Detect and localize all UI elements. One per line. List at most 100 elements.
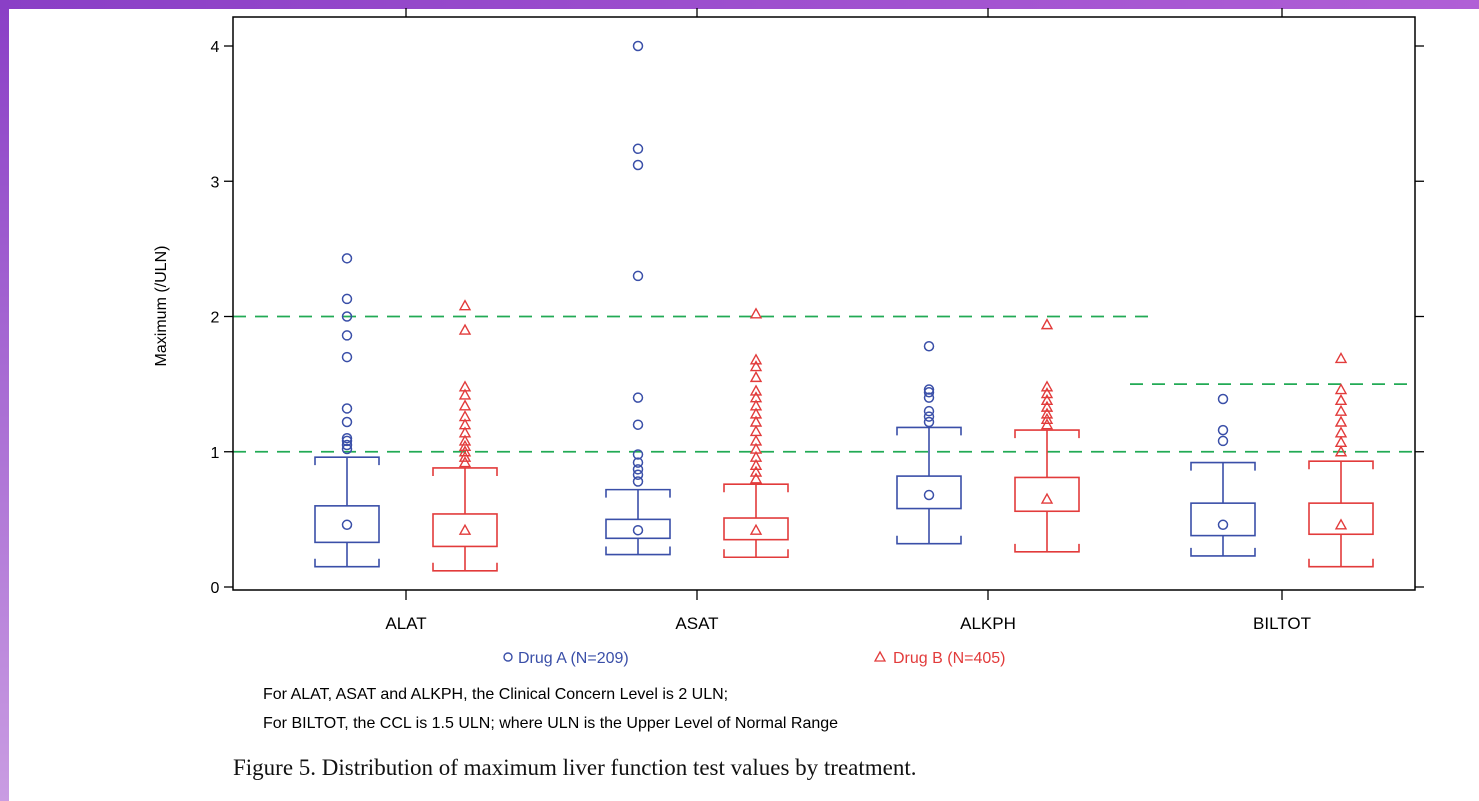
outlier-point-drug-b-biltot [1334,383,1348,395]
outlier-point-drug-b-biltot [1334,404,1348,416]
outlier-point-drug-a-alkph [923,386,935,398]
x-tick-label-biltot: BILTOT [1253,614,1311,633]
outlier-point-drug-b-asat [749,353,763,365]
legend-marker-drug-b [873,650,887,662]
box-plots [314,40,1374,572]
median-marker-drug-b-alkph [1040,492,1054,504]
median-marker-drug-b-asat [749,523,763,535]
box-body-drug-a-alat [314,505,380,544]
outlier-point-drug-b-alat [458,445,472,457]
outlier-point-drug-a-alat [341,253,353,264]
box-drug-b-asat [723,307,789,559]
outlier-point-drug-a-alat [341,432,353,444]
outlier-point-drug-a-biltot [1217,393,1229,405]
outlier-point-drug-a-alkph [923,411,935,422]
outlier-point-drug-b-alkph [1040,418,1054,430]
outlier-point-drug-b-alkph [1040,407,1054,419]
outlier-point-drug-b-alkph [1040,318,1054,330]
outlier-point-drug-b-asat [749,415,763,427]
median-marker-drug-a-alat [341,519,353,531]
whisker-cap-upper-drug-a-alat [314,456,380,466]
legend-marker-drug-a [503,652,513,662]
x-tick-label-alkph: ALKPH [960,614,1016,633]
legend: Drug A (N=209) Drug B (N=405) [503,650,1006,667]
outlier-point-drug-b-alat [458,426,472,438]
outlier-point-drug-b-biltot [1334,435,1348,447]
whisker-cap-upper-drug-a-asat [605,488,671,498]
median-marker-drug-a-asat [632,524,644,536]
outlier-point-drug-b-asat [749,391,763,403]
outlier-point-drug-a-asat [632,457,644,468]
outlier-point-drug-a-alkph [923,392,935,403]
outlier-point-drug-a-asat [632,159,644,171]
outlier-point-drug-b-asat [749,370,763,383]
outlier-point-drug-a-alat [341,351,353,363]
outlier-point-drug-a-alkph [923,405,935,417]
box-drug-a-alat [314,253,380,568]
outlier-point-drug-b-biltot [1334,393,1348,406]
outlier-point-drug-b-asat [749,472,763,484]
legend-item-drug-b: Drug B (N=405) [873,650,1006,667]
y-tick-label-4: 4 [211,39,220,56]
whisker-cap-upper-drug-a-biltot [1190,461,1256,471]
box-drug-a-alkph [896,341,962,545]
outlier-point-drug-a-asat [632,40,644,52]
outlier-point-drug-a-alat [341,435,353,447]
whisker-cap-upper-drug-b-alat [432,467,498,476]
box-body-drug-b-alat [432,513,498,548]
y-tick-label-0: 0 [211,580,220,597]
outlier-point-drug-b-asat [749,442,763,454]
outlier-point-drug-a-biltot [1217,424,1229,436]
y-tick-label-2: 2 [211,310,220,327]
whisker-cap-lower-drug-a-asat [605,546,671,556]
outlier-point-drug-b-alkph [1040,380,1054,392]
median-marker-drug-b-biltot [1334,518,1348,530]
whisker-cap-lower-drug-b-alkph [1014,543,1080,553]
outlier-point-drug-b-alat [458,399,472,411]
whisker-cap-lower-drug-b-asat [723,549,789,559]
outlier-point-drug-b-biltot [1334,445,1348,457]
x-tick-label-alat: ALAT [385,614,426,633]
median-marker-drug-b-alat [458,523,472,535]
outlier-point-drug-b-biltot [1334,415,1348,427]
left-decorative-bar [0,0,9,801]
outlier-point-drug-b-asat [749,360,763,372]
outlier-point-drug-a-asat [632,270,644,282]
outlier-point-drug-a-alat [341,443,353,455]
outlier-point-drug-b-asat [749,458,763,470]
outlier-point-drug-b-asat [749,407,763,419]
box-body-drug-a-biltot [1190,502,1256,537]
box-body-drug-a-asat [605,518,671,540]
legend-label-drug-a: Drug A (N=209) [518,650,629,667]
outlier-point-drug-b-alat [458,434,472,446]
box-body-drug-a-alkph [896,475,962,510]
outlier-point-drug-a-alat [341,311,353,322]
outlier-point-drug-b-alkph [1040,387,1054,399]
box-drug-a-biltot [1190,393,1256,557]
outlier-point-drug-b-asat [749,450,763,462]
outlier-point-drug-b-alat [458,418,472,430]
outlier-point-drug-b-asat [749,307,763,319]
whisker-cap-lower-drug-b-biltot [1308,558,1374,568]
whisker-cap-lower-drug-a-alat [314,558,380,568]
outlier-point-drug-a-asat [632,392,644,403]
outlier-point-drug-b-biltot [1334,351,1348,364]
outlier-point-drug-a-biltot [1217,435,1229,447]
outlier-point-drug-b-alat [458,450,472,462]
outlier-point-drug-a-asat [632,476,644,487]
footnote-line-2: For BILTOT, the CCL is 1.5 ULN; where UL… [263,715,839,732]
whisker-cap-upper-drug-b-alkph [1014,429,1080,439]
outlier-point-drug-a-alkph [923,416,935,428]
y-axis-label: Maximum (/ULN) [153,246,170,367]
outlier-point-drug-a-alkph [923,384,935,395]
outlier-point-drug-b-asat [749,399,763,411]
outlier-point-drug-a-alat [341,439,353,451]
outlier-point-drug-b-asat [749,384,763,396]
box-drug-a-asat [605,40,671,556]
legend-label-drug-b: Drug B (N=405) [893,650,1006,667]
legend-item-drug-a: Drug A (N=209) [503,650,629,667]
whisker-cap-upper-drug-a-alkph [896,426,962,436]
outlier-point-drug-a-asat [632,464,644,475]
outlier-point-drug-a-alat [341,403,353,414]
